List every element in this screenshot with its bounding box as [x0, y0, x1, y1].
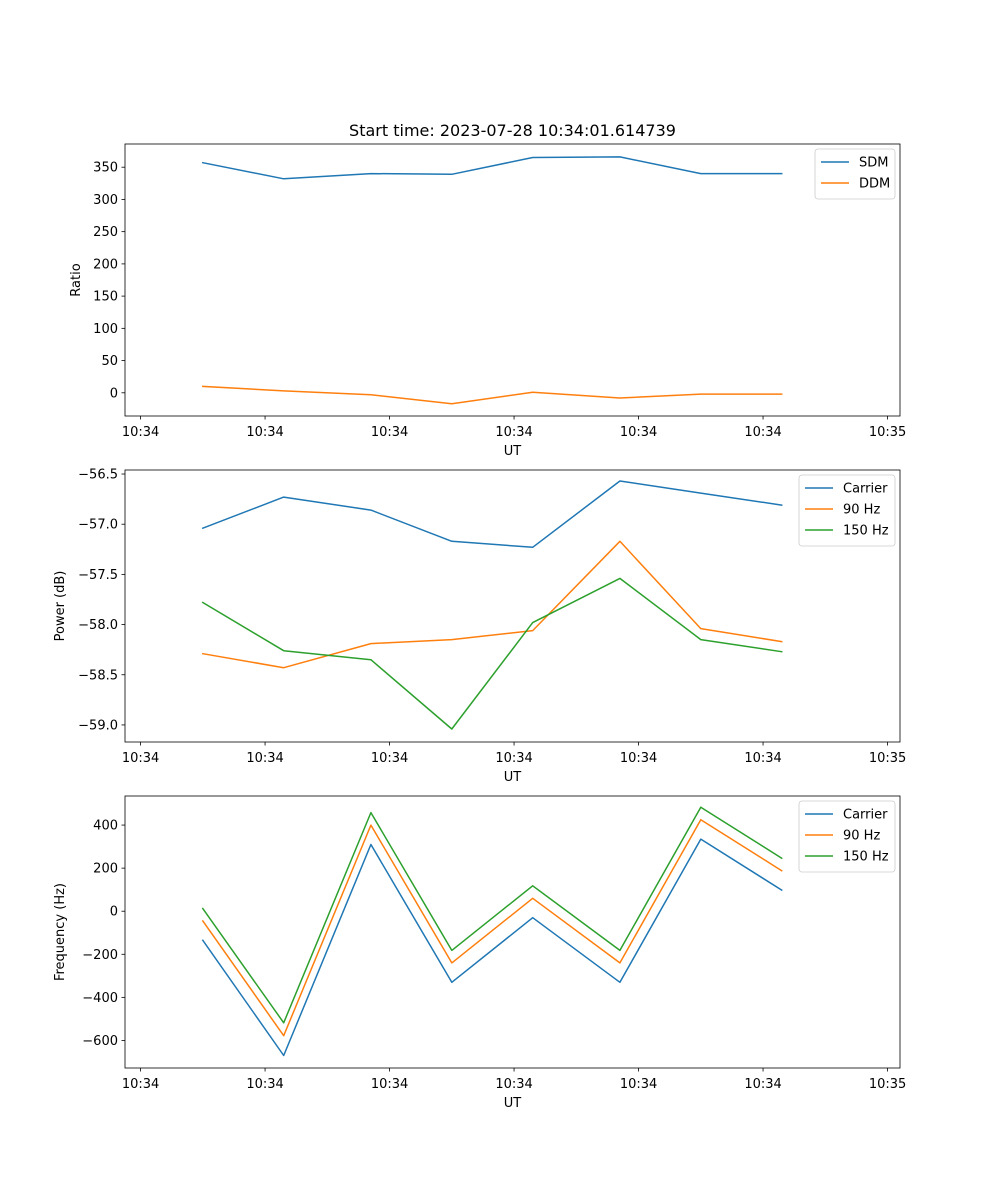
y-tick-label: 0: [110, 386, 118, 401]
legend-box: [798, 800, 896, 873]
y-tick-label: −57.5: [78, 568, 118, 583]
x-tick-label: 10:34: [246, 425, 283, 440]
x-tick-label: 10:34: [246, 751, 283, 766]
x-axis-label: UT: [504, 770, 522, 785]
ratio-panel: 10:34 10:34 10:34 10:34 10:34 10:34 10:35 0 50 10…: [69, 143, 906, 459]
x-tick-label: 10:34: [744, 751, 781, 766]
y-tick-label: 100: [93, 322, 118, 337]
x-tick-label: 10:35: [869, 1077, 906, 1092]
y-tick-label: 400: [93, 819, 118, 834]
y-tick-label: 300: [93, 193, 118, 208]
legend-label: DDM: [859, 177, 890, 192]
legend-label: SDM: [859, 156, 888, 171]
y-axis-label: Frequency (Hz): [53, 883, 68, 981]
y-tick-label: −56.5: [78, 468, 118, 483]
series-line-sdm: [201, 156, 783, 180]
x-tick-label: 10:34: [744, 1077, 781, 1092]
x-tick-label: 10:34: [744, 425, 781, 440]
legend-label: 150 Hz: [843, 850, 889, 865]
series-line-150-hz: [201, 577, 783, 730]
x-tick-label: 10:35: [869, 751, 906, 766]
y-tick-label: 150: [93, 290, 118, 305]
x-tick-label: 10:34: [620, 751, 657, 766]
y-tick-label: −400: [82, 991, 118, 1006]
x-tick-label: 10:34: [122, 751, 159, 766]
figure-title: Start time: 2023-07-28 10:34:01.614739: [349, 121, 676, 140]
y-axis-label: Power (dB): [53, 571, 68, 642]
series-line-90-hz: [201, 818, 783, 1037]
y-tick-label: 350: [93, 161, 118, 176]
legend-box: [798, 474, 896, 547]
x-tick-label: 10:34: [371, 1077, 408, 1092]
x-tick-label: 10:35: [869, 425, 906, 440]
x-tick-label: 10:34: [246, 1077, 283, 1092]
axes-frame: [124, 143, 901, 417]
y-tick-label: 250: [93, 225, 118, 240]
x-tick-label: 10:34: [371, 751, 408, 766]
legend-label: 150 Hz: [843, 524, 889, 539]
x-axis-label: UT: [504, 444, 522, 459]
axes-frame: [124, 795, 901, 1069]
y-tick-label: 200: [93, 257, 118, 272]
x-tick-label: 10:34: [371, 425, 408, 440]
axes-frame: [124, 469, 901, 743]
x-axis-label: UT: [504, 1096, 522, 1111]
legend-label: 90 Hz: [843, 503, 880, 518]
y-tick-label: −58.0: [78, 618, 118, 633]
frequency-panel: 10:34 10:34 10:34 10:34 10:34 10:34 10:35 −600 −…: [53, 795, 906, 1111]
x-tick-label: 10:34: [620, 1077, 657, 1092]
legend-label: Carrier: [843, 482, 888, 497]
y-tick-label: −600: [82, 1034, 118, 1049]
x-tick-label: 10:34: [495, 425, 532, 440]
y-tick-label: −200: [82, 948, 118, 963]
y-tick-label: 50: [101, 354, 118, 369]
y-tick-label: −59.0: [78, 718, 118, 733]
series-line-carrier: [201, 480, 783, 549]
x-tick-label: 10:34: [122, 1077, 159, 1092]
series-line-90-hz: [201, 540, 783, 669]
legend-label: Carrier: [843, 808, 888, 823]
power-panel: 10:34 10:34 10:34 10:34 10:34 10:34 10:35 −59.0…: [53, 468, 906, 785]
x-tick-label: 10:34: [495, 751, 532, 766]
y-tick-label: 200: [93, 862, 118, 877]
series-line-carrier: [201, 838, 783, 1057]
series-line-150-hz: [201, 806, 783, 1024]
series-line-ddm: [202, 385, 783, 405]
y-tick-label: −58.5: [78, 668, 118, 683]
y-tick-label: 0: [110, 905, 118, 920]
y-axis-label: Ratio: [69, 263, 84, 296]
x-tick-label: 10:34: [122, 425, 159, 440]
legend-label: 90 Hz: [843, 829, 880, 844]
x-tick-label: 10:34: [495, 1077, 532, 1092]
x-tick-label: 10:34: [620, 425, 657, 440]
y-tick-label: −57.0: [78, 518, 118, 533]
